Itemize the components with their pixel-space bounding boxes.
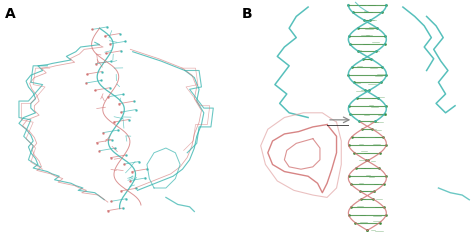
Text: A: A <box>5 7 16 21</box>
Text: B: B <box>242 7 252 21</box>
